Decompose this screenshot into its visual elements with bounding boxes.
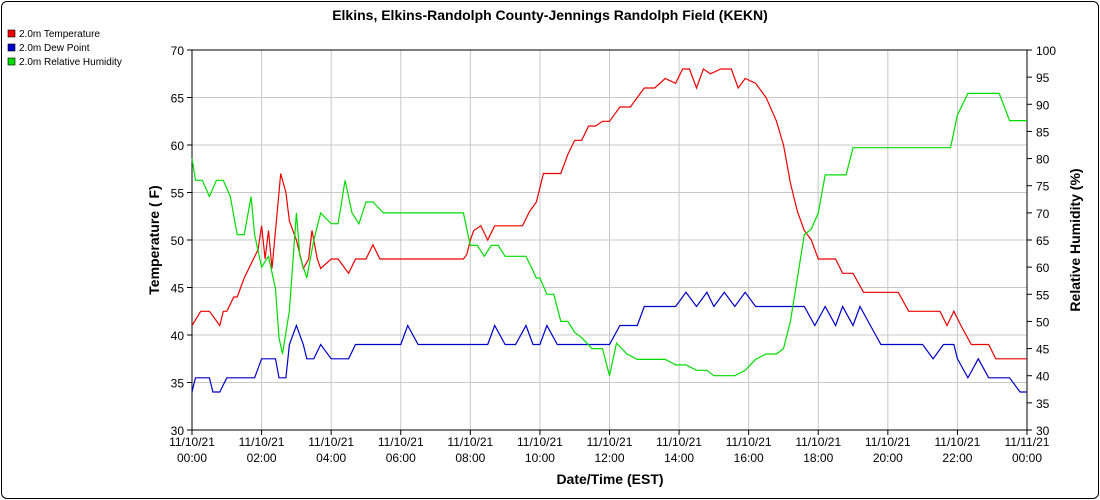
x-tick-date: 11/10/21 <box>795 435 841 449</box>
x-tick-time: 22:00 <box>942 451 972 465</box>
y2-tick-label: 55 <box>1036 288 1050 302</box>
y-tick-label: 30 <box>171 424 185 438</box>
y2-tick-label: 75 <box>1036 180 1050 194</box>
y2-tick-label: 70 <box>1036 207 1050 221</box>
x-tick-date: 11/10/21 <box>378 435 424 449</box>
y2-tick-label: 80 <box>1036 153 1050 167</box>
legend-swatch <box>7 57 16 66</box>
x-tick-date: 11/10/21 <box>239 435 285 449</box>
x-tick-time: 06:00 <box>386 451 416 465</box>
y-axis-title: Temperature ( F) <box>146 185 162 294</box>
legend-label: 2.0m Temperature <box>19 29 100 40</box>
x-tick-time: 14:00 <box>664 451 694 465</box>
legend-swatch <box>7 29 16 38</box>
y2-tick-label: 65 <box>1036 234 1050 248</box>
x-tick-date: 11/10/21 <box>517 435 563 449</box>
y-tick-label: 70 <box>171 44 185 58</box>
x-tick-time: 18:00 <box>803 451 833 465</box>
x-tick-time: 00:00 <box>177 451 207 465</box>
x-tick-date: 11/10/21 <box>865 435 911 449</box>
y-tick-label: 40 <box>171 329 185 343</box>
y-axis-ticks: 30 35 40 45 50 55 60 65 70 <box>171 44 192 438</box>
x-tick-date: 11/10/21 <box>656 435 702 449</box>
y2-tick-label: 100 <box>1036 44 1056 58</box>
x-tick-time: 16:00 <box>734 451 764 465</box>
y2-tick-label: 95 <box>1036 71 1050 85</box>
y2-tick-label: 60 <box>1036 261 1050 275</box>
legend-swatch <box>7 43 16 52</box>
y2-axis-title: Relative Humidity (%) <box>1067 168 1083 311</box>
y2-tick-label: 30 <box>1036 424 1050 438</box>
x-tick-time: 10:00 <box>525 451 555 465</box>
grid-lines <box>192 50 1027 430</box>
series-line-2-0m-dew-point <box>191 291 1027 393</box>
x-tick-time: 00:00 <box>1012 451 1042 465</box>
x-tick-time: 20:00 <box>873 451 903 465</box>
series-line-2-0m-temperature <box>191 68 1027 360</box>
x-tick-date: 11/10/21 <box>935 435 981 449</box>
x-tick-time: 02:00 <box>247 451 277 465</box>
chart-title: Elkins, Elkins-Randolph County-Jennings … <box>332 7 768 23</box>
y-tick-label: 45 <box>171 282 185 296</box>
x-tick-time: 12:00 <box>594 451 624 465</box>
y2-tick-label: 85 <box>1036 125 1050 139</box>
y-tick-label: 50 <box>171 234 185 248</box>
y-tick-label: 65 <box>171 92 185 106</box>
y-tick-label: 35 <box>171 377 185 391</box>
legend-label: 2.0m Relative Humidity <box>19 57 122 68</box>
y-tick-label: 60 <box>171 139 185 153</box>
series-line-2-0m-relative-humidity <box>191 92 1027 377</box>
x-tick-date: 11/10/21 <box>447 435 493 449</box>
y2-tick-label: 35 <box>1036 397 1050 411</box>
x-axis-ticks: 11/10/21 00:00 11/10/21 02:00 11/10/21 04:00 1… <box>169 430 1050 465</box>
legend: 2.0m Temperature 2.0m Dew Point 2.0m Relat… <box>7 29 122 68</box>
x-tick-date: 11/11/21 <box>1005 435 1050 449</box>
x-axis-title: Date/Time (EST) <box>556 471 663 487</box>
legend-label: 2.0m Dew Point <box>19 43 90 54</box>
x-tick-time: 08:00 <box>455 451 485 465</box>
x-tick-date: 11/10/21 <box>308 435 354 449</box>
x-tick-time: 04:00 <box>316 451 346 465</box>
y-tick-label: 55 <box>171 187 185 201</box>
x-tick-date: 11/10/21 <box>726 435 772 449</box>
y2-axis-ticks: 30 35 40 45 50 55 60 65 70 75 80 85 90 95 100 <box>1027 44 1056 438</box>
x-tick-date: 11/10/21 <box>587 435 633 449</box>
y2-tick-label: 90 <box>1036 98 1050 112</box>
y2-tick-label: 50 <box>1036 315 1050 329</box>
y2-tick-label: 45 <box>1036 343 1050 357</box>
series-lines <box>191 68 1027 393</box>
y2-tick-label: 40 <box>1036 370 1050 384</box>
x-tick-date: 11/10/21 <box>169 435 215 449</box>
